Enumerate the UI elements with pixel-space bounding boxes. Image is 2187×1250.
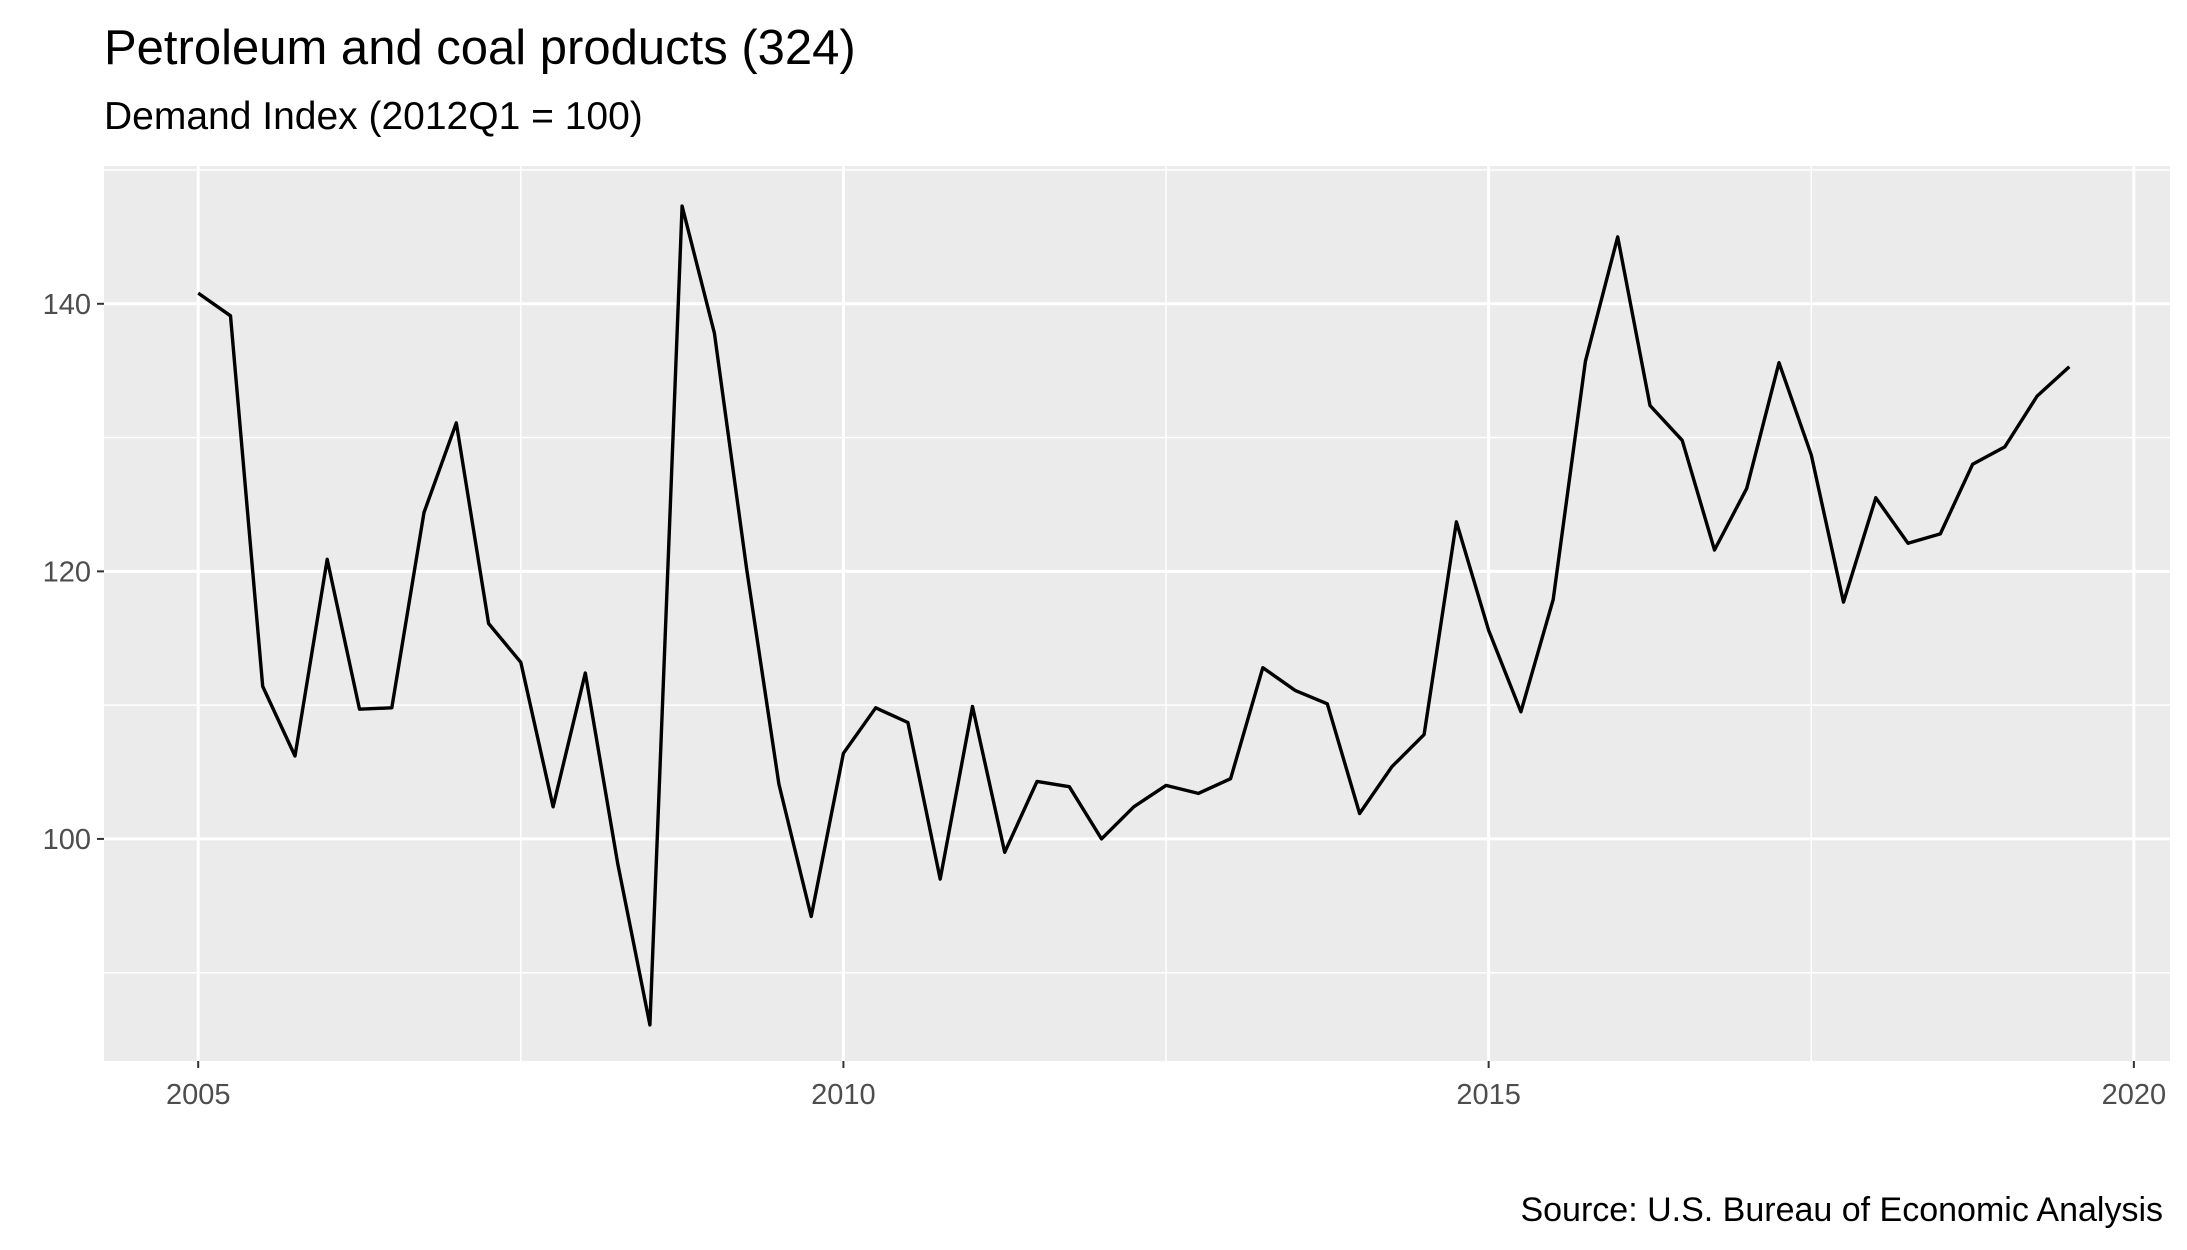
chart-subtitle: Demand Index (2012Q1 = 100) xyxy=(104,95,643,138)
x-tick-label: 2005 xyxy=(166,1079,231,1111)
series-layer xyxy=(197,204,2071,1027)
chart-caption: Source: U.S. Bureau of Economic Analysis xyxy=(1520,1191,2163,1229)
y-axis: 100 120 140 xyxy=(43,289,104,856)
y-tick-label: 140 xyxy=(43,289,91,321)
major-gridlines xyxy=(104,166,2170,1061)
x-tick-label: 2010 xyxy=(811,1079,876,1111)
y-tick-label: 100 xyxy=(43,824,91,856)
plot-panel xyxy=(104,166,2170,1061)
x-tick-label: 2020 xyxy=(2102,1079,2167,1111)
chart-title: Petroleum and coal products (324) xyxy=(104,21,856,75)
series-line xyxy=(197,204,2071,1027)
x-tick-label: 2015 xyxy=(1456,1079,1521,1111)
x-axis: 2005 2010 2015 2020 xyxy=(166,1061,2166,1111)
y-tick-label: 120 xyxy=(43,556,91,588)
minor-gridlines xyxy=(104,166,2170,1061)
